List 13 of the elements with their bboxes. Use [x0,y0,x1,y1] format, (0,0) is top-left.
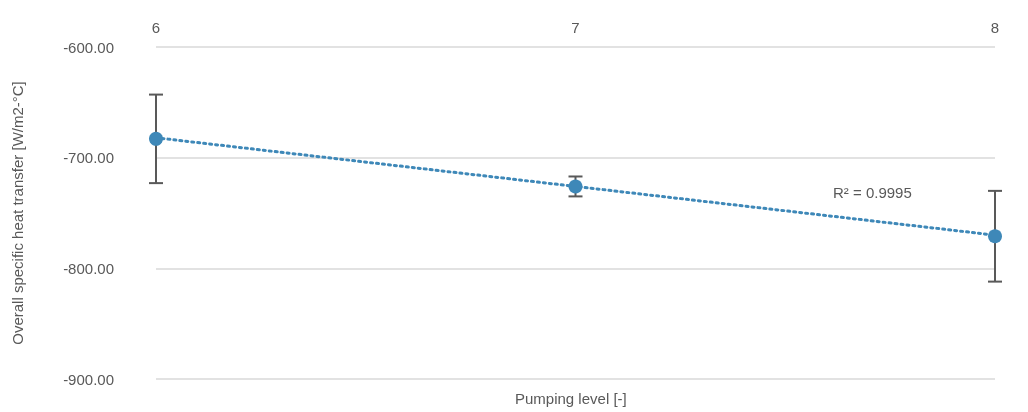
x-tick-label: 7 [571,19,580,36]
point [568,179,583,194]
x-axis-title: Pumping level [-] [515,390,627,407]
x-tick-label: 8 [990,19,1000,36]
y-tick-label: -900.00 [63,370,114,388]
y-axis-title: Overall specific heat transfer [W/m2-°C] [8,81,26,345]
point [149,131,163,146]
annotation: R² = 0.9995 [833,184,912,201]
point [988,229,1002,244]
y-tick-label: -700.00 [63,149,114,167]
x-tick-label: 6 [151,19,161,36]
y-tick-label: -800.00 [63,259,114,277]
y-tick-label: -600.00 [63,38,114,56]
